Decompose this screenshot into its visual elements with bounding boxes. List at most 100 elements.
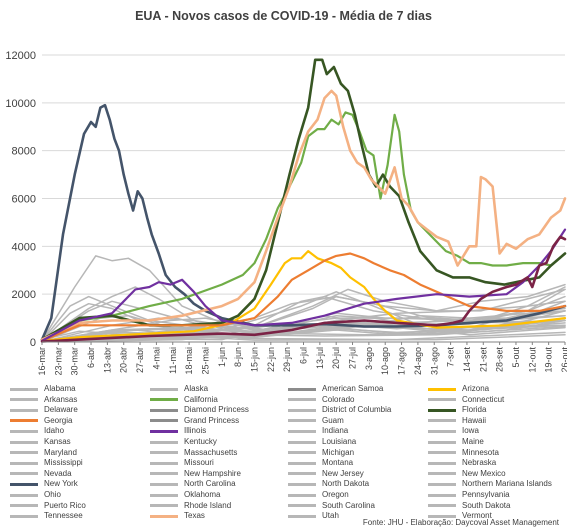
x-tick-label: 12-out xyxy=(527,347,537,373)
legend-label: Arizona xyxy=(462,384,490,393)
legend-label: Alaska xyxy=(184,384,209,393)
legend-swatch xyxy=(150,514,178,518)
legend-swatch xyxy=(428,504,456,508)
legend-swatch xyxy=(428,440,456,444)
series-california xyxy=(40,111,567,341)
legend-label: Texas xyxy=(184,511,205,521)
legend-item: Arizona xyxy=(428,384,489,394)
legend-item: Hawaii xyxy=(428,416,486,426)
legend-item: New York xyxy=(10,479,78,489)
chart-title: EUA - Novos casos de COVID-19 - Média de… xyxy=(135,9,432,23)
legend-item: Illinois xyxy=(150,426,206,436)
series-new-jersey xyxy=(41,255,566,342)
legend-item: Maine xyxy=(428,437,484,447)
x-tick-label: 4-mai xyxy=(151,347,161,370)
legend-item: North Dakota xyxy=(288,479,369,489)
legend-label: Oklahoma xyxy=(184,490,221,499)
legend-label: Delaware xyxy=(44,405,78,415)
legend-label: Massachusetts xyxy=(184,447,238,457)
legend-item: Ohio xyxy=(10,490,61,500)
legend-item: Connecticut xyxy=(428,395,504,405)
legend-label: New York xyxy=(44,479,78,489)
legend-swatch xyxy=(288,514,316,518)
legend-item: Idaho xyxy=(10,426,64,436)
legend-swatch xyxy=(10,398,38,402)
legend-item: Montana xyxy=(288,458,353,468)
y-tick-label: 2000 xyxy=(12,289,36,301)
legend-label: Maine xyxy=(462,437,484,446)
legend-label: Connecticut xyxy=(462,394,505,404)
legend-item: Alaska xyxy=(150,384,208,394)
legend-label: California xyxy=(184,394,218,404)
legend-swatch xyxy=(428,451,456,455)
legend-label: American Samoa xyxy=(322,384,384,393)
legend-item: Grand Princess xyxy=(150,416,239,426)
legend-label: Iowa xyxy=(462,426,479,436)
legend-swatch xyxy=(428,493,456,497)
legend-swatch xyxy=(288,461,316,465)
legend-item: Texas xyxy=(150,511,205,521)
x-tick-label: 15-jun xyxy=(249,347,259,372)
legend-swatch xyxy=(10,514,38,518)
legend-swatch xyxy=(288,429,316,433)
legend-item: Oregon xyxy=(288,490,349,500)
legend-item: Kentucky xyxy=(150,437,217,447)
legend-label: Tennessee xyxy=(44,511,83,521)
legend-item: South Dakota xyxy=(428,501,510,511)
series-wisconsin xyxy=(40,235,567,343)
legend-label: Kentucky xyxy=(184,437,217,446)
legend-item: American Samoa xyxy=(288,384,383,394)
legend-item: Northern Mariana Islands xyxy=(428,479,552,489)
legend-item: California xyxy=(150,395,218,405)
legend-swatch xyxy=(288,472,316,476)
legend-swatch xyxy=(150,429,178,433)
legend-swatch xyxy=(150,387,178,391)
legend-label: Michigan xyxy=(322,447,355,457)
legend-swatch xyxy=(428,482,456,486)
legend-label: Kansas xyxy=(44,437,71,446)
legend-swatch xyxy=(150,451,178,455)
legend-item: Arkansas xyxy=(10,395,77,405)
legend-swatch xyxy=(150,504,178,508)
legend-item: Louisiana xyxy=(288,437,356,447)
legend-item: Diamond Princess xyxy=(150,405,249,415)
x-tick-label: 27-abr xyxy=(135,347,145,373)
legend-swatch xyxy=(428,461,456,465)
x-tick-label: 13-jul xyxy=(315,347,325,369)
legend-item: Utah xyxy=(288,511,339,521)
legend-label: Northern Mariana Islands xyxy=(462,479,552,489)
legend-swatch xyxy=(150,482,178,486)
legend-item: Florida xyxy=(428,405,486,415)
legend-label: Montana xyxy=(322,458,354,468)
legend-label: Oregon xyxy=(322,490,349,499)
legend-swatch xyxy=(428,387,456,391)
legend-label: Idaho xyxy=(44,426,65,436)
legend-label: Maryland xyxy=(44,447,77,457)
legend-item: Michigan xyxy=(288,448,354,458)
x-tick-label: 26-out xyxy=(560,347,567,373)
y-tick-label: 10000 xyxy=(5,98,36,110)
x-tick-label: 22-jun xyxy=(266,347,276,372)
legend-label: Diamond Princess xyxy=(184,405,249,415)
x-tick-label: 8-jun xyxy=(233,347,243,367)
legend-item: Alabama xyxy=(10,384,76,394)
series-florida xyxy=(40,58,567,341)
legend-label: Missouri xyxy=(184,458,214,468)
legend-item: Maryland xyxy=(10,448,77,458)
legend-swatch xyxy=(150,408,178,412)
x-tick-label: 1-jun xyxy=(217,347,227,367)
x-tick-label: 27-jul xyxy=(348,347,358,369)
legend-swatch xyxy=(288,387,316,391)
legend-swatch xyxy=(288,398,316,402)
legend-item: Missouri xyxy=(150,458,214,468)
x-tick-label: 29-jun xyxy=(282,347,292,372)
legend-label: Rhode Island xyxy=(184,500,232,510)
legend-swatch xyxy=(288,493,316,497)
legend-label: Arkansas xyxy=(44,394,78,404)
legend-item: Kansas xyxy=(10,437,71,447)
legend-label: North Dakota xyxy=(322,479,370,489)
legend-swatch xyxy=(150,461,178,465)
legend-swatch xyxy=(150,419,178,423)
legend-swatch xyxy=(428,429,456,433)
legend-item: Massachusetts xyxy=(150,448,237,458)
